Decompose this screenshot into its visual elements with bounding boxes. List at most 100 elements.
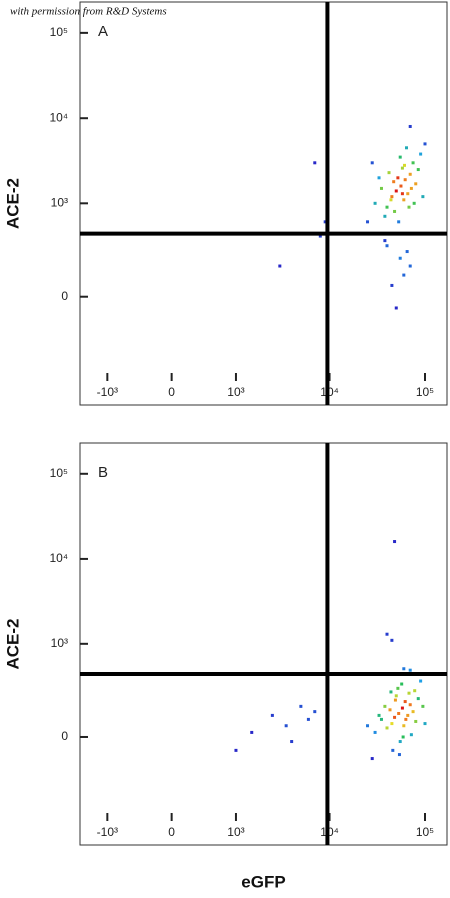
event-point — [397, 220, 401, 224]
event-point — [406, 713, 410, 717]
event-point — [388, 708, 392, 712]
event-point — [412, 201, 416, 205]
y-tick-label: 0 — [61, 289, 68, 303]
event-point — [377, 713, 381, 717]
event-point — [408, 668, 412, 672]
y-axis-label: ACE-2 — [3, 178, 22, 229]
event-point — [323, 220, 327, 224]
event-point — [366, 220, 370, 224]
event-point — [318, 234, 322, 238]
event-point — [390, 638, 394, 642]
event-point — [389, 198, 393, 202]
y-tick-label: 10⁴ — [49, 110, 68, 124]
event-point — [403, 700, 407, 704]
event-point — [299, 704, 303, 708]
event-point — [370, 161, 374, 165]
event-point — [373, 730, 377, 734]
event-point — [408, 264, 412, 268]
event-point — [400, 682, 404, 686]
event-point — [402, 667, 406, 671]
event-point — [400, 166, 404, 170]
x-tick-label: 10⁵ — [416, 385, 434, 399]
event-point — [392, 180, 396, 184]
panel-label: B — [98, 464, 108, 481]
event-point — [411, 161, 415, 165]
event-point — [390, 195, 394, 199]
event-point — [391, 748, 395, 752]
event-point — [397, 711, 401, 715]
event-point — [385, 205, 389, 209]
x-tick-label: -10³ — [97, 825, 118, 839]
event-point — [394, 694, 398, 698]
event-point — [416, 697, 420, 701]
event-point — [393, 540, 397, 544]
event-point — [402, 198, 406, 202]
event-point — [270, 713, 274, 717]
event-point — [414, 182, 418, 186]
x-tick-label: 10⁵ — [416, 825, 434, 839]
event-point — [385, 632, 389, 636]
event-point — [398, 256, 402, 260]
plot-frame — [79, 1, 448, 406]
event-point — [313, 161, 317, 165]
event-point — [306, 717, 310, 721]
event-point — [366, 724, 370, 728]
event-point — [383, 239, 387, 243]
event-point — [406, 192, 410, 196]
event-point — [385, 726, 389, 730]
event-point — [403, 163, 407, 167]
event-point — [403, 178, 407, 182]
event-point — [313, 710, 317, 714]
event-point — [250, 730, 254, 734]
y-tick-label: 10⁵ — [50, 25, 68, 39]
event-point — [408, 124, 412, 128]
event-point — [400, 192, 404, 196]
credit: with permission from R&D Systems — [10, 6, 167, 18]
event-point — [398, 155, 402, 159]
y-tick-label: 10³ — [51, 195, 68, 209]
event-point — [413, 689, 417, 693]
event-point — [414, 719, 418, 723]
event-point — [404, 717, 408, 721]
panel-label: A — [98, 23, 108, 40]
event-point — [390, 722, 394, 726]
event-point — [405, 250, 409, 254]
event-point — [394, 189, 398, 193]
y-axis-label: ACE-2 — [3, 618, 22, 669]
event-point — [379, 717, 383, 721]
y-tick-label: 10⁴ — [49, 551, 68, 565]
event-point — [407, 691, 411, 695]
event-point — [423, 142, 427, 146]
event-point — [407, 205, 411, 209]
event-point — [385, 244, 389, 248]
event-point — [402, 724, 406, 728]
x-tick-label: 10³ — [227, 825, 244, 839]
event-point — [409, 733, 413, 737]
plot-frame — [79, 442, 448, 846]
event-point — [411, 710, 415, 714]
event-point — [421, 704, 425, 708]
event-point — [370, 757, 374, 761]
event-point — [387, 171, 391, 175]
x-tick-label: 10⁴ — [320, 825, 339, 839]
event-point — [396, 176, 400, 180]
event-point — [377, 176, 381, 180]
event-point — [383, 704, 387, 708]
x-tick-label: 10⁴ — [320, 385, 339, 399]
event-point — [383, 214, 387, 218]
event-point — [400, 706, 404, 710]
event-point — [401, 735, 405, 739]
event-point — [399, 184, 403, 188]
event-point — [402, 273, 406, 277]
event-point — [404, 146, 408, 150]
event-point — [393, 698, 397, 702]
event-point — [423, 722, 427, 726]
event-point — [408, 703, 412, 707]
event-point — [284, 724, 288, 728]
y-tick-label: 10³ — [51, 636, 68, 650]
event-point — [397, 753, 401, 757]
event-point — [393, 715, 397, 719]
x-tick-label: 0 — [168, 385, 175, 399]
event-point — [234, 748, 238, 752]
y-tick-label: 10⁵ — [50, 466, 68, 480]
